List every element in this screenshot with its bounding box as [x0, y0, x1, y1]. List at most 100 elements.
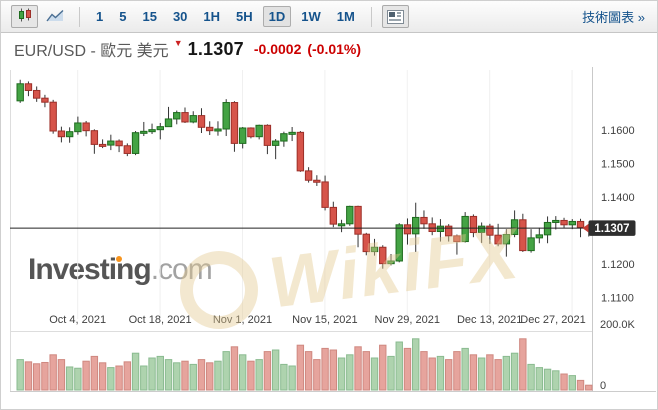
candle — [222, 102, 230, 130]
investing-logo-suffix: .com — [150, 253, 213, 286]
price-axis-label: 1.1600 — [601, 125, 635, 137]
candle — [560, 219, 568, 226]
quote-header: EUR/USD - 歐元 美元 ▼ 1.1307 -0.0002 (-0.01%… — [1, 33, 657, 65]
candle — [206, 126, 214, 132]
investing-logo-text: Investing — [28, 253, 152, 286]
date-axis-label: Nov 1, 2021 — [213, 314, 272, 326]
timeframe-button-15[interactable]: 15 — [136, 6, 162, 27]
volume-bar — [370, 357, 379, 391]
price-tag-arrow-icon — [582, 223, 589, 233]
volume-bar — [74, 367, 82, 391]
volume-bar — [304, 351, 313, 391]
volume-bar — [412, 338, 420, 391]
timeframe-button-5[interactable]: 5 — [113, 6, 132, 27]
volume-bar — [222, 351, 230, 391]
candle — [296, 131, 305, 172]
current-price-tag — [588, 220, 636, 236]
candle — [436, 225, 445, 233]
candle — [576, 220, 585, 228]
volume-bar — [486, 354, 494, 391]
timeframe-button-1W[interactable]: 1W — [295, 6, 327, 27]
candle — [238, 127, 247, 144]
candle — [502, 234, 511, 245]
volume-bar — [107, 367, 115, 391]
timeframe-button-1H[interactable]: 1H — [197, 6, 226, 27]
volume-bar — [502, 355, 511, 391]
timeframe-button-1[interactable]: 1 — [90, 6, 109, 27]
price-chart[interactable]: 1.1600 1.1500 1.1400 1.1200 1.1100 200.0K 0 Oct… — [1, 64, 658, 410]
volume-bar — [379, 344, 387, 391]
volume-bar — [494, 359, 502, 391]
candlestick-chart-button[interactable] — [11, 5, 38, 28]
volume-bar — [82, 360, 90, 391]
candle — [395, 224, 403, 262]
news-panel-button[interactable] — [381, 5, 409, 28]
candle — [90, 130, 99, 145]
timeframe-button-30[interactable]: 30 — [167, 6, 193, 27]
candle — [477, 225, 486, 234]
volume-bar — [230, 346, 239, 391]
timeframe-group: 1 5 15 30 1H 5H 1D 1W 1M — [88, 6, 363, 27]
candle — [494, 234, 502, 245]
volume-bar — [24, 361, 33, 391]
candle — [444, 225, 453, 237]
volume-bar — [585, 384, 593, 391]
toolbar-separator — [370, 6, 372, 27]
candle — [24, 83, 33, 91]
volume-bar — [552, 370, 560, 391]
volume-bar — [354, 346, 362, 391]
candle — [379, 246, 387, 265]
candle — [255, 124, 263, 138]
volume-bar — [123, 361, 132, 391]
price-axis-label: 1.1500 — [601, 159, 635, 171]
volume-bar — [296, 344, 305, 391]
candle — [65, 131, 74, 138]
volume-bar — [57, 359, 66, 391]
candle — [140, 130, 148, 134]
volume-bar — [395, 341, 403, 391]
candle — [49, 101, 57, 132]
timeframe-button-5H[interactable]: 5H — [230, 6, 259, 27]
volume-bar — [16, 359, 24, 391]
volume-bar — [271, 349, 280, 391]
volume-bar — [568, 375, 576, 391]
volume-bar — [49, 354, 57, 391]
volume-bar — [98, 362, 107, 391]
candle — [173, 112, 181, 120]
volume-bar — [189, 363, 197, 391]
candle — [527, 237, 535, 252]
volume-bar — [65, 366, 74, 391]
news-panel-icon — [386, 9, 404, 24]
timeframe-button-1D[interactable]: 1D — [262, 6, 292, 27]
candle — [41, 97, 49, 103]
candle — [98, 143, 107, 147]
candle — [148, 129, 156, 133]
technical-chart-link[interactable]: 技術圖表 » — [582, 10, 645, 25]
candle — [57, 130, 66, 138]
volume-bar — [181, 360, 189, 391]
candle — [74, 122, 82, 133]
volume-bar — [543, 368, 552, 391]
volume-bar — [469, 354, 478, 391]
candle — [164, 118, 173, 128]
candle — [214, 128, 222, 132]
volume-bar — [90, 355, 99, 391]
volume-axis-zero-label: 0 — [600, 380, 606, 392]
line-chart-button[interactable] — [42, 5, 69, 28]
price-axis-label: 1.1200 — [601, 259, 635, 271]
instrument-title: EUR/USD - 歐元 美元 — [14, 43, 169, 60]
candle — [189, 115, 197, 123]
volume-bar — [214, 360, 222, 391]
candle — [453, 235, 461, 243]
candle — [535, 234, 544, 239]
candle — [156, 126, 164, 131]
volume-bar — [280, 363, 288, 391]
date-axis-label: Nov 15, 2021 — [292, 314, 357, 326]
volume-bar — [255, 359, 263, 391]
volume-bar — [535, 367, 544, 391]
candle — [107, 140, 115, 146]
timeframe-button-1M[interactable]: 1M — [331, 6, 361, 27]
candle — [543, 221, 552, 236]
last-price: 1.1307 — [187, 38, 244, 59]
